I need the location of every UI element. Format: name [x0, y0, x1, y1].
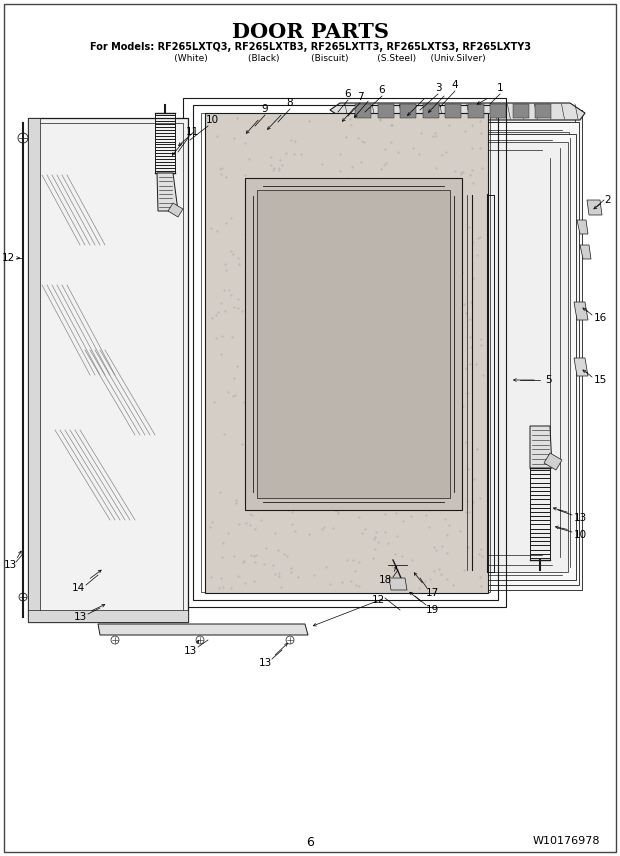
- Text: 13: 13: [3, 560, 17, 570]
- Text: 5: 5: [545, 375, 551, 385]
- Bar: [355, 104, 371, 118]
- Text: 14: 14: [71, 583, 84, 593]
- Polygon shape: [530, 426, 552, 468]
- Polygon shape: [335, 110, 582, 590]
- Text: W10176978: W10176978: [533, 836, 600, 846]
- Text: 19: 19: [425, 605, 438, 615]
- Text: 17: 17: [425, 588, 438, 598]
- Text: For Models: RF265LXTQ3, RF265LXTB3, RF265LXTT3, RF265LXTS3, RF265LXTY3: For Models: RF265LXTQ3, RF265LXTB3, RF26…: [89, 42, 531, 52]
- Text: 12: 12: [1, 253, 15, 263]
- Text: 12: 12: [371, 595, 384, 605]
- Polygon shape: [157, 173, 178, 211]
- Polygon shape: [98, 624, 308, 635]
- Polygon shape: [330, 103, 585, 120]
- Polygon shape: [343, 118, 575, 582]
- Text: 13: 13: [184, 646, 197, 656]
- Text: 13: 13: [73, 612, 87, 622]
- Polygon shape: [333, 142, 568, 572]
- Text: (White)              (Black)           (Biscuit)          (S.Steel)     (Univ.Si: (White) (Black) (Biscuit) (S.Steel) (Uni…: [134, 54, 486, 63]
- Text: 3: 3: [435, 83, 441, 93]
- Text: 8: 8: [286, 98, 293, 108]
- Text: 10: 10: [574, 530, 587, 540]
- Bar: [513, 104, 529, 118]
- Polygon shape: [245, 178, 462, 510]
- Polygon shape: [325, 134, 576, 580]
- Polygon shape: [257, 190, 450, 498]
- Polygon shape: [330, 122, 579, 585]
- Bar: [378, 104, 394, 118]
- Polygon shape: [389, 578, 407, 590]
- Text: 1: 1: [497, 83, 503, 93]
- Text: eReplacementParts.com: eReplacementParts.com: [242, 465, 378, 475]
- Polygon shape: [574, 302, 588, 320]
- Polygon shape: [28, 118, 188, 622]
- Text: 13: 13: [259, 658, 272, 668]
- Text: 7: 7: [356, 92, 363, 102]
- Polygon shape: [205, 113, 488, 593]
- Text: 4: 4: [452, 80, 458, 90]
- Polygon shape: [28, 118, 40, 622]
- Bar: [490, 104, 506, 118]
- Text: 2: 2: [604, 195, 611, 205]
- Text: 18: 18: [378, 575, 392, 585]
- Bar: [535, 104, 551, 118]
- Text: 6: 6: [306, 836, 314, 849]
- Polygon shape: [580, 245, 591, 259]
- Text: 6: 6: [379, 85, 385, 95]
- Text: 13: 13: [574, 513, 587, 523]
- Polygon shape: [340, 132, 569, 575]
- Bar: [445, 104, 461, 118]
- Text: 11: 11: [185, 127, 198, 137]
- Polygon shape: [587, 200, 602, 215]
- Text: 10: 10: [205, 115, 219, 125]
- Polygon shape: [544, 453, 562, 470]
- Polygon shape: [168, 203, 183, 217]
- Polygon shape: [577, 220, 588, 234]
- Bar: [468, 104, 484, 118]
- Text: 9: 9: [262, 104, 268, 114]
- Text: 15: 15: [593, 375, 606, 385]
- Bar: [400, 104, 416, 118]
- Polygon shape: [574, 358, 588, 376]
- Text: DOOR PARTS: DOOR PARTS: [231, 22, 389, 42]
- Bar: [423, 104, 439, 118]
- Polygon shape: [347, 122, 570, 578]
- Text: 16: 16: [593, 313, 606, 323]
- Polygon shape: [28, 610, 188, 622]
- Text: 6: 6: [345, 89, 352, 99]
